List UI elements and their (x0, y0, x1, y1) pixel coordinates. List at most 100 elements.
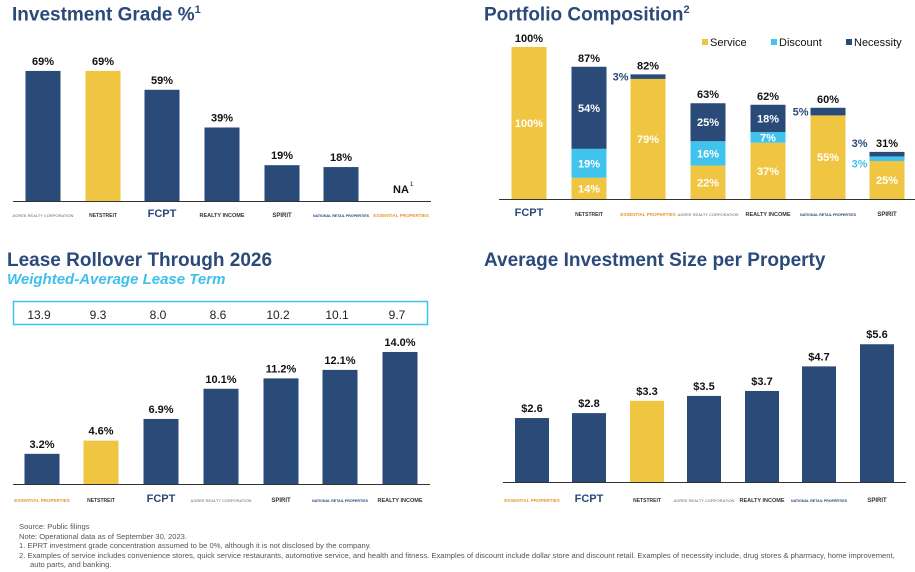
bar-4 (745, 390, 779, 482)
walt-value: 13.9 (27, 308, 51, 322)
segment-label: 22% (697, 177, 719, 189)
legend-label-discount: Discount (779, 37, 822, 49)
logo-realty-income: REALTY INCOME (199, 213, 244, 219)
data-label: 18% (330, 152, 352, 164)
logo-fcpt: FCPT (147, 493, 176, 505)
na-label: NA (393, 184, 409, 196)
walt-value: 10.2 (266, 308, 290, 322)
bar-4 (263, 378, 299, 484)
walt-value: 9.7 (389, 308, 406, 322)
logo-fcpt: FCPT (575, 493, 604, 505)
logo-spirit-realty: SPIRIT (272, 213, 292, 219)
logo-netstreit: NETSTREIT (633, 498, 661, 504)
segment-label: 16% (697, 148, 719, 160)
segment-label: 14% (578, 183, 600, 195)
segment-discount (750, 132, 786, 143)
logo-essential-properties: ESSENTIAL PROPERTIES (373, 213, 428, 218)
data-label: $3.7 (751, 376, 772, 388)
logo-essential-properties: ESSENTIAL PROPERTIES (620, 212, 675, 217)
data-label: $3.5 (693, 381, 714, 393)
portfolio-composition-title: Portfolio Composition2 (484, 4, 690, 26)
source-note: Source: Public filings (19, 522, 90, 531)
segment-discount (571, 148, 607, 178)
legend-label-service: Service (710, 37, 747, 49)
logo-realty-income: REALTY INCOME (739, 498, 784, 504)
segment-discount (869, 156, 905, 161)
segment-label-outside: 3% (852, 158, 868, 170)
segment-label: 100% (515, 118, 543, 130)
total-label: 87% (578, 53, 600, 65)
segment-service (690, 165, 726, 199)
segment-necessity (750, 104, 786, 133)
segment-label: 25% (697, 117, 719, 129)
footnote-marker: 2 (683, 4, 690, 16)
logo-agree-realty: AGREE REALTY CORPORATION (678, 212, 739, 217)
operational-note: Note: Operational data as of September 3… (19, 531, 188, 541)
total-label: 100% (515, 33, 543, 45)
data-label: $3.3 (636, 386, 657, 398)
total-label: 62% (757, 91, 779, 103)
logo-realty-income: REALTY INCOME (745, 212, 790, 218)
data-label: 3.2% (29, 439, 54, 451)
logo-fcpt: FCPT (148, 208, 177, 220)
data-label: 14.0% (384, 337, 415, 349)
data-label: 39% (211, 112, 233, 124)
bar-3 (204, 127, 240, 201)
data-label: 10.1% (205, 374, 236, 386)
logo-netstreit: NETSTREIT (89, 213, 117, 219)
bar-1 (572, 413, 606, 482)
logo-spirit-realty: SPIRIT (877, 212, 897, 218)
bar-4 (264, 165, 300, 201)
bar-2 (144, 89, 180, 201)
bar-0 (515, 418, 549, 482)
footnotes: Source: Public filings Note: Operational… (19, 522, 909, 570)
segment-label-outside: 3% (613, 72, 629, 84)
walt-subtitle: Weighted-Average Lease Term (7, 271, 226, 288)
data-label: 19% (271, 150, 293, 162)
walt-value: 8.0 (150, 308, 167, 322)
segment-label: 25% (876, 175, 898, 187)
logo-essential-properties: ESSENTIAL PROPERTIES (14, 498, 69, 503)
segment-label-outside: 3% (852, 138, 868, 150)
bar-0 (25, 70, 61, 201)
logo-spirit-realty: SPIRIT (271, 498, 291, 504)
legend-swatch-necessity (846, 39, 852, 45)
data-label: 4.6% (88, 426, 113, 438)
logo-fcpt: FCPT (515, 207, 544, 219)
bar-2 (630, 400, 664, 482)
segment-label: 18% (757, 113, 779, 125)
bar-6 (382, 351, 418, 484)
segment-service (750, 142, 786, 199)
segment-service (571, 177, 607, 199)
data-label: $2.6 (521, 403, 542, 415)
data-label: $2.8 (578, 398, 599, 410)
total-label: 63% (697, 89, 719, 101)
walt-value: 8.6 (210, 308, 227, 322)
segment-necessity (869, 151, 905, 157)
logo-national-retail-properties: NATIONAL RETAIL PROPERTIES (312, 499, 369, 503)
segment-discount (690, 141, 726, 166)
segment-label: 37% (757, 166, 779, 178)
lease-rollover-title: Lease Rollover Through 2026 (7, 250, 273, 271)
segment-necessity (810, 107, 846, 116)
data-label: 12.1% (324, 355, 355, 367)
logo-realty-income: REALTY INCOME (377, 498, 422, 504)
logo-netstreit: NETSTREIT (87, 498, 115, 504)
total-label: 31% (876, 138, 898, 150)
logo-agree-realty: AGREE REALTY CORPORATION (191, 498, 252, 503)
segment-necessity (690, 103, 726, 142)
segment-label-outside: 5% (793, 107, 809, 119)
total-label: 60% (817, 94, 839, 106)
data-label: 11.2% (266, 363, 297, 375)
data-label: $5.6 (866, 329, 887, 341)
bar-5 (323, 167, 359, 201)
logo-national-retail-properties: NATIONAL RETAIL PROPERTIES (800, 213, 857, 217)
logo-national-retail-properties: NATIONAL RETAIL PROPERTIES (313, 214, 370, 218)
walt-value: 9.3 (90, 308, 107, 322)
walt-box (12, 300, 429, 326)
segment-service (511, 47, 547, 199)
logo-netstreit: NETSTREIT (575, 212, 603, 218)
legend-swatch-service (702, 39, 708, 45)
na-footnote-marker: 1 (410, 182, 414, 188)
walt-value: 10.1 (325, 308, 349, 322)
